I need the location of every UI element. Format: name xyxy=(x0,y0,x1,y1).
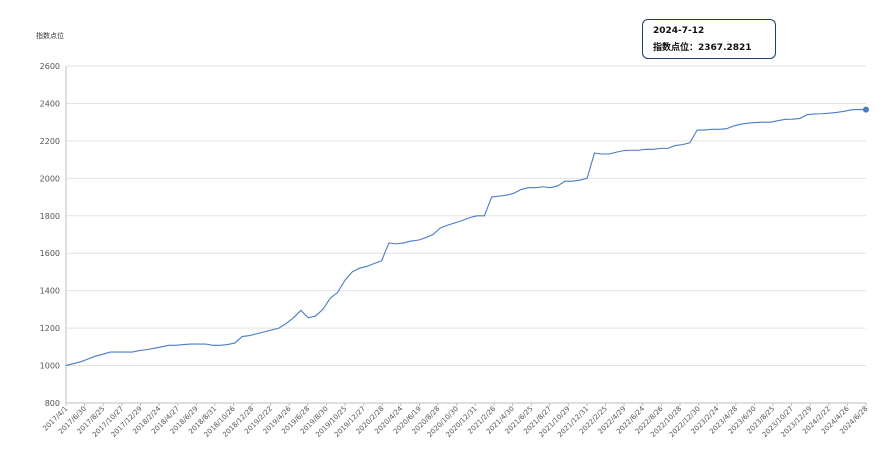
y-axis-unit-label: 指数点位 xyxy=(36,32,64,40)
y-tick-label: 1400 xyxy=(40,287,60,296)
y-tick-label: 2400 xyxy=(40,99,60,108)
y-tick-label: 1600 xyxy=(40,249,60,258)
y-tick-label: 800 xyxy=(45,399,60,408)
series-line xyxy=(65,108,867,367)
y-tick-label: 1200 xyxy=(40,324,60,333)
y-tick-label: 2600 xyxy=(40,62,60,71)
x-tick-labels: 2017/4/12017/6/302017/8/252017/10/272017… xyxy=(42,404,870,439)
series-layer xyxy=(65,106,869,367)
tooltip-value-row: 指数点位：2367.2821 xyxy=(653,40,752,53)
chart-axes xyxy=(65,66,867,406)
tooltip-label: 指数点位： xyxy=(653,43,699,53)
y-tick-label: 2200 xyxy=(40,137,60,146)
highlighted-data-point[interactable] xyxy=(863,106,869,113)
y-tick-label: 1000 xyxy=(40,362,60,371)
y-tick-label: 2000 xyxy=(40,174,60,183)
y-tick-labels: 800 1000 1200 1400 1600 1800 2000 2200 2400 2600 xyxy=(40,62,60,408)
tooltip-date: 2024-7-12 xyxy=(653,26,705,36)
tooltip-value: 2367.2821 xyxy=(698,43,752,53)
data-tooltip: 2024-7-12 指数点位：2367.2821 xyxy=(642,19,776,59)
grid-lines xyxy=(66,65,866,404)
y-tick-label: 1800 xyxy=(40,212,60,221)
